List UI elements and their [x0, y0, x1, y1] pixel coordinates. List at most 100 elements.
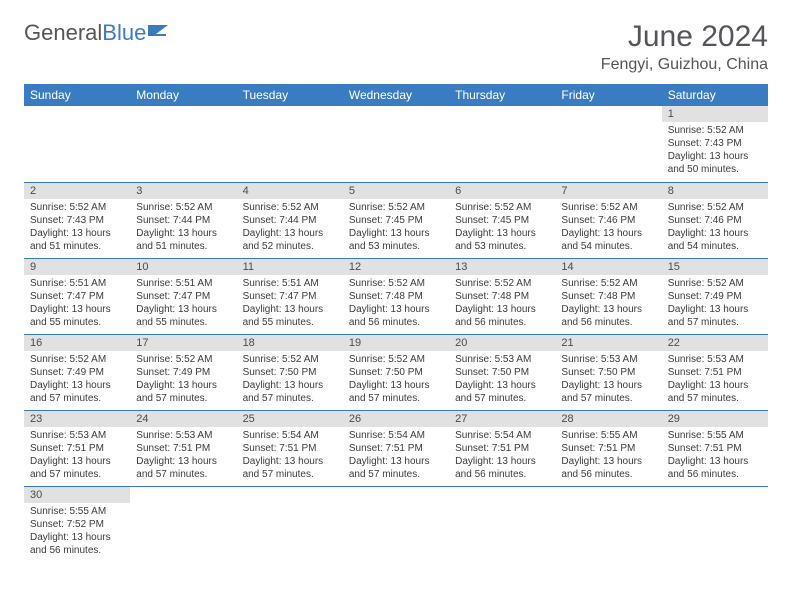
calendar-cell: 14Sunrise: 5:52 AMSunset: 7:48 PMDayligh…	[555, 258, 661, 334]
daylight-text: Daylight: 13 hours and 57 minutes.	[30, 379, 124, 405]
day-number: 21	[555, 335, 661, 351]
calendar-row: 30 Sunrise: 5:55 AMSunset: 7:52 PMDayligh…	[24, 486, 768, 562]
calendar-cell: 30 Sunrise: 5:55 AMSunset: 7:52 PMDayligh…	[24, 486, 130, 562]
calendar-cell: 8Sunrise: 5:52 AMSunset: 7:46 PMDaylight…	[662, 182, 768, 258]
sunset-text: Sunset: 7:50 PM	[455, 366, 549, 379]
dow-4: Thursday	[449, 84, 555, 106]
daylight-text: Daylight: 13 hours and 56 minutes.	[455, 455, 549, 481]
calendar-cell: 10Sunrise: 5:51 AMSunset: 7:47 PMDayligh…	[130, 258, 236, 334]
sunset-text: Sunset: 7:51 PM	[136, 442, 230, 455]
day-details: Sunrise: 5:55 AMSunset: 7:51 PMDaylight:…	[662, 427, 768, 485]
daylight-text: Daylight: 13 hours and 54 minutes.	[561, 227, 655, 253]
calendar-cell	[555, 486, 661, 562]
day-details: Sunrise: 5:53 AMSunset: 7:51 PMDaylight:…	[24, 427, 130, 485]
sunset-text: Sunset: 7:44 PM	[136, 214, 230, 227]
dow-0: Sunday	[24, 84, 130, 106]
sunset-text: Sunset: 7:46 PM	[668, 214, 762, 227]
day-number: 23	[24, 411, 130, 427]
calendar-cell: 21Sunrise: 5:53 AMSunset: 7:50 PMDayligh…	[555, 334, 661, 410]
day-details: Sunrise: 5:54 AMSunset: 7:51 PMDaylight:…	[237, 427, 343, 485]
day-details: Sunrise: 5:52 AMSunset: 7:44 PMDaylight:…	[130, 199, 236, 257]
day-number: 10	[130, 259, 236, 275]
day-details: Sunrise: 5:54 AMSunset: 7:51 PMDaylight:…	[343, 427, 449, 485]
day-details: Sunrise: 5:52 AMSunset: 7:43 PMDaylight:…	[662, 122, 768, 180]
day-details: Sunrise: 5:52 AMSunset: 7:43 PMDaylight:…	[24, 199, 130, 257]
sunrise-text: Sunrise: 5:52 AM	[349, 353, 443, 366]
day-number: 1	[662, 106, 768, 122]
sunrise-text: Sunrise: 5:52 AM	[30, 353, 124, 366]
sunrise-text: Sunrise: 5:54 AM	[243, 429, 337, 442]
daylight-text: Daylight: 13 hours and 57 minutes.	[349, 379, 443, 405]
dow-1: Monday	[130, 84, 236, 106]
calendar-cell: 18Sunrise: 5:52 AMSunset: 7:50 PMDayligh…	[237, 334, 343, 410]
sunrise-text: Sunrise: 5:55 AM	[561, 429, 655, 442]
sunrise-text: Sunrise: 5:55 AM	[668, 429, 762, 442]
calendar-cell: 26Sunrise: 5:54 AMSunset: 7:51 PMDayligh…	[343, 410, 449, 486]
sunrise-text: Sunrise: 5:52 AM	[30, 201, 124, 214]
calendar-cell: 1Sunrise: 5:52 AMSunset: 7:43 PMDaylight…	[662, 106, 768, 182]
sunrise-text: Sunrise: 5:53 AM	[30, 429, 124, 442]
daylight-text: Daylight: 13 hours and 56 minutes.	[30, 531, 124, 557]
daylight-text: Daylight: 13 hours and 57 minutes.	[243, 455, 337, 481]
dow-6: Saturday	[662, 84, 768, 106]
sunset-text: Sunset: 7:51 PM	[668, 366, 762, 379]
sunset-text: Sunset: 7:47 PM	[30, 290, 124, 303]
day-details: Sunrise: 5:52 AMSunset: 7:49 PMDaylight:…	[130, 351, 236, 409]
day-number: 3	[130, 183, 236, 199]
sunrise-text: Sunrise: 5:52 AM	[455, 277, 549, 290]
sunrise-text: Sunrise: 5:52 AM	[243, 353, 337, 366]
daylight-text: Daylight: 13 hours and 51 minutes.	[136, 227, 230, 253]
sunrise-text: Sunrise: 5:52 AM	[561, 201, 655, 214]
sunset-text: Sunset: 7:51 PM	[30, 442, 124, 455]
header: GeneralBlue June 2024 Fengyi, Guizhou, C…	[24, 20, 768, 74]
daylight-text: Daylight: 13 hours and 56 minutes.	[561, 455, 655, 481]
daylight-text: Daylight: 13 hours and 55 minutes.	[30, 303, 124, 329]
day-details: Sunrise: 5:52 AMSunset: 7:46 PMDaylight:…	[662, 199, 768, 257]
daylight-text: Daylight: 13 hours and 55 minutes.	[136, 303, 230, 329]
day-number: 6	[449, 183, 555, 199]
calendar-cell	[237, 106, 343, 182]
sunset-text: Sunset: 7:52 PM	[30, 518, 124, 531]
sunrise-text: Sunrise: 5:52 AM	[349, 277, 443, 290]
calendar-cell: 15Sunrise: 5:52 AMSunset: 7:49 PMDayligh…	[662, 258, 768, 334]
daylight-text: Daylight: 13 hours and 52 minutes.	[243, 227, 337, 253]
calendar-cell: 17Sunrise: 5:52 AMSunset: 7:49 PMDayligh…	[130, 334, 236, 410]
flag-icon	[148, 20, 172, 46]
calendar-cell	[130, 106, 236, 182]
sunrise-text: Sunrise: 5:55 AM	[30, 505, 124, 518]
calendar-row: 23Sunrise: 5:53 AMSunset: 7:51 PMDayligh…	[24, 410, 768, 486]
sunrise-text: Sunrise: 5:52 AM	[668, 201, 762, 214]
calendar-cell: 24Sunrise: 5:53 AMSunset: 7:51 PMDayligh…	[130, 410, 236, 486]
day-number: 20	[449, 335, 555, 351]
daylight-text: Daylight: 13 hours and 57 minutes.	[561, 379, 655, 405]
sunset-text: Sunset: 7:48 PM	[349, 290, 443, 303]
daylight-text: Daylight: 13 hours and 55 minutes.	[243, 303, 337, 329]
calendar-cell	[662, 486, 768, 562]
calendar-cell: 5Sunrise: 5:52 AMSunset: 7:45 PMDaylight…	[343, 182, 449, 258]
sunset-text: Sunset: 7:50 PM	[243, 366, 337, 379]
day-details: Sunrise: 5:54 AMSunset: 7:51 PMDaylight:…	[449, 427, 555, 485]
day-number: 12	[343, 259, 449, 275]
daylight-text: Daylight: 13 hours and 51 minutes.	[30, 227, 124, 253]
daylight-text: Daylight: 13 hours and 56 minutes.	[668, 455, 762, 481]
day-number: 30	[24, 487, 130, 503]
sunrise-text: Sunrise: 5:53 AM	[136, 429, 230, 442]
sunrise-text: Sunrise: 5:51 AM	[243, 277, 337, 290]
calendar-cell: 29Sunrise: 5:55 AMSunset: 7:51 PMDayligh…	[662, 410, 768, 486]
sunset-text: Sunset: 7:51 PM	[455, 442, 549, 455]
day-number: 24	[130, 411, 236, 427]
sunset-text: Sunset: 7:51 PM	[243, 442, 337, 455]
day-details: Sunrise: 5:52 AMSunset: 7:50 PMDaylight:…	[343, 351, 449, 409]
calendar-table: Sunday Monday Tuesday Wednesday Thursday…	[24, 84, 768, 562]
day-details: Sunrise: 5:51 AMSunset: 7:47 PMDaylight:…	[130, 275, 236, 333]
daylight-text: Daylight: 13 hours and 50 minutes.	[668, 150, 762, 176]
sunset-text: Sunset: 7:50 PM	[349, 366, 443, 379]
sunset-text: Sunset: 7:51 PM	[668, 442, 762, 455]
sunset-text: Sunset: 7:51 PM	[349, 442, 443, 455]
daylight-text: Daylight: 13 hours and 53 minutes.	[455, 227, 549, 253]
dow-5: Friday	[555, 84, 661, 106]
sunset-text: Sunset: 7:48 PM	[455, 290, 549, 303]
daylight-text: Daylight: 13 hours and 57 minutes.	[668, 379, 762, 405]
day-details: Sunrise: 5:51 AMSunset: 7:47 PMDaylight:…	[237, 275, 343, 333]
sunrise-text: Sunrise: 5:53 AM	[668, 353, 762, 366]
